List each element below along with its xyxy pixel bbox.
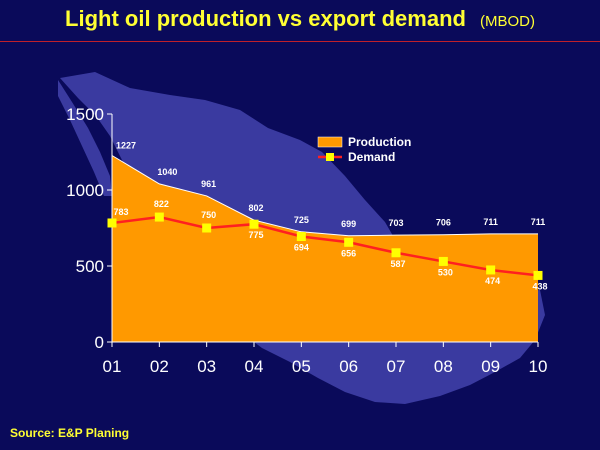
demand-value-label: 783	[113, 207, 128, 217]
y-tick-label: 1500	[66, 105, 104, 124]
x-tick-label: 02	[150, 357, 169, 376]
legend-label-production: Production	[348, 135, 411, 149]
demand-marker	[107, 218, 117, 228]
demand-value-label: 750	[201, 210, 216, 220]
demand-value-label: 656	[341, 248, 356, 258]
legend-marker-demand	[326, 153, 334, 161]
demand-value-label: 822	[154, 199, 169, 209]
y-tick-label: 1000	[66, 181, 104, 200]
demand-line	[111, 215, 539, 277]
demand-marker	[391, 248, 401, 258]
demand-marker	[249, 219, 259, 229]
chart-unit: (MBOD)	[479, 13, 535, 30]
demand-marker	[438, 256, 448, 266]
x-tick-label: 07	[387, 357, 406, 376]
x-tick-label: 03	[197, 357, 216, 376]
production-value-label: 703	[388, 218, 403, 228]
x-tick-label: 09	[481, 357, 500, 376]
production-value-label: 725	[294, 215, 309, 225]
demand-marker	[344, 237, 354, 247]
y-tick-label: 500	[76, 257, 104, 276]
title-divider	[0, 41, 600, 42]
production-value-label: 1040	[157, 167, 177, 177]
x-tick-label: 08	[434, 357, 453, 376]
production-value-label: 802	[248, 203, 263, 213]
chart-title: Light oil production vs export demand	[65, 6, 466, 31]
source-note: Source: E&P Planing	[10, 426, 130, 440]
x-tick-label: 06	[339, 357, 358, 376]
production-value-label: 706	[436, 218, 451, 228]
x-tick-label: 01	[103, 357, 122, 376]
x-tick-label: 05	[292, 357, 311, 376]
title-bar: Light oil production vs export demand (MB…	[0, 6, 600, 40]
demand-value-label: 474	[485, 276, 500, 286]
demand-value-label: 438	[532, 281, 547, 291]
demand-value-label: 587	[390, 259, 405, 269]
y-tick-label: 0	[95, 333, 104, 352]
demand-value-label: 775	[248, 230, 263, 240]
demand-marker	[202, 223, 212, 233]
demand-marker	[154, 212, 164, 222]
demand-value-label: 530	[438, 267, 453, 277]
production-value-label: 699	[341, 219, 356, 229]
baja-peninsula-shape	[58, 80, 112, 196]
legend-label-demand: Demand	[348, 150, 395, 164]
production-value-label: 711	[531, 217, 546, 227]
demand-marker	[296, 232, 306, 242]
production-value-label: 961	[201, 179, 216, 189]
production-value-label: 1227	[116, 140, 136, 150]
legend-swatch-production	[317, 136, 343, 148]
demand-marker	[486, 265, 496, 275]
production-value-label: 711	[483, 217, 498, 227]
x-tick-label: 04	[245, 357, 264, 376]
plot-area: 0 500 1000 1500 01 02 03 04 05 06 07 08 09 10 1227 1040…	[66, 105, 547, 376]
demand-value-label: 694	[294, 243, 309, 253]
demand-marker	[533, 270, 543, 280]
production-outline	[111, 155, 538, 237]
x-tick-label: 10	[529, 357, 548, 376]
